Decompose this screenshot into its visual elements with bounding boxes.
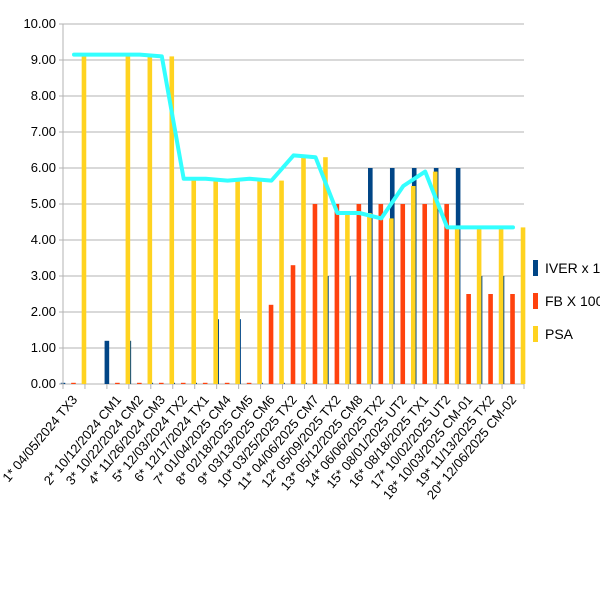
bar-psa-0 [81,54,87,384]
bar-fb-x-100-14 [378,204,384,384]
y-tick-label: 8.00 [31,88,56,103]
bar-fb-x-100-8 [246,382,252,384]
bar-fb-x-100-9 [268,304,274,384]
y-tick-label: 7.00 [31,124,56,139]
axes [59,23,525,389]
bar-fb-x-100-0 [71,382,76,384]
y-axis-tick-labels: 0.00 1.00 2.00 3.00 4.00 5.00 6.00 7.00 8.00 9.00… [23,16,56,391]
bar-fb-x-100-2 [115,382,120,384]
psa-line [72,52,515,230]
legend-label-fb-x-100: FB X 100 [545,293,600,309]
bars [60,54,526,385]
legend-swatch-psa [533,326,538,342]
legend-swatch-iver-x-10 [533,260,538,276]
bar-psa-14 [389,218,394,384]
bar-psa-4 [169,56,175,385]
bar-fb-x-100-3 [137,382,142,384]
bar-fb-x-100-16 [422,204,428,384]
y-tick-label: 2.00 [31,304,56,319]
y-tick-label: 0.00 [31,376,56,391]
bar-fb-x-100-15 [400,204,406,384]
bar-psa-7 [235,180,240,384]
y-tick-label: 5.00 [31,196,56,211]
bar-fb-x-100-17 [444,204,449,384]
bar-fb-x-100-12 [334,204,340,384]
bar-fb-x-100-7 [224,382,230,384]
bar-fb-x-100-19 [488,294,493,384]
y-tick-label: 4.00 [31,232,56,247]
bar-psa-15 [410,186,416,384]
grid-lines [63,23,524,385]
bar-psa-19 [498,227,504,384]
bar-psa-20 [520,227,526,384]
psa-trend-line [72,52,515,230]
bar-psa-11 [323,157,328,384]
bar-psa-2 [125,54,131,384]
bar-psa-5 [191,178,197,384]
y-tick-label: 3.00 [31,268,56,283]
y-tick-label: 9.00 [31,52,56,67]
bar-psa-9 [279,180,284,384]
bar-psa-13 [367,213,372,384]
legend-label-psa: PSA [545,326,574,342]
bar-psa-18 [476,227,482,384]
bar-fb-x-100-4 [158,382,164,384]
y-tick-label: 1.00 [31,340,56,355]
bar-fb-x-100-20 [510,294,515,384]
legend-swatch-fb-x-100 [533,293,538,309]
legend-label-iver-x-10: IVER x 10 [545,260,600,276]
bar-fb-x-100-13 [356,204,362,384]
bar-psa-16 [432,171,438,384]
bar-fb-x-100-18 [466,294,471,384]
bar-psa-10 [301,155,306,384]
bar-fb-x-100-11 [312,204,318,384]
y-tick-label: 10.00 [23,16,56,31]
legend: IVER x 10 FB X 100 PSA [533,260,600,342]
bar-psa-12 [345,213,350,384]
bar-fb-x-100-5 [180,382,186,384]
bar-fb-x-100-6 [202,382,208,384]
bar-fb-x-100-10 [290,265,296,384]
bar-psa-8 [257,178,262,384]
bar-iver-x-10-2 [104,340,110,384]
bar-psa-17 [454,227,460,384]
bar-psa-6 [213,178,218,384]
y-tick-label: 6.00 [31,160,56,175]
bar-psa-3 [147,54,153,384]
